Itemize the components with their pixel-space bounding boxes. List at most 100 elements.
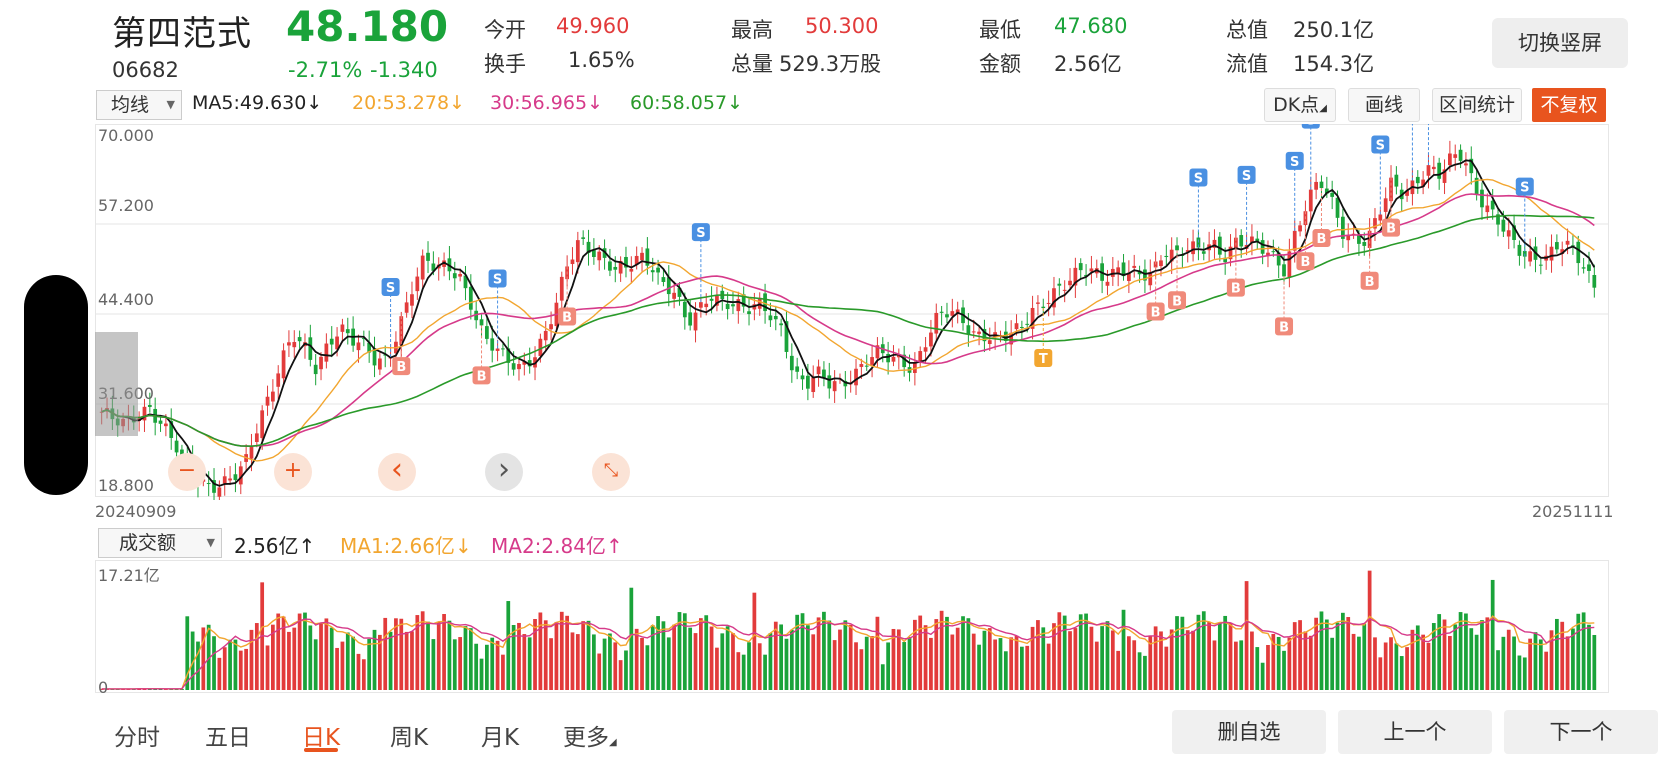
- candle-body: [340, 324, 345, 332]
- volume-chart[interactable]: [95, 560, 1609, 696]
- pan-left-button[interactable]: ‹: [378, 453, 416, 491]
- volume-bar: [361, 659, 366, 690]
- volume-bar: [1442, 619, 1447, 690]
- volume-indicator-dropdown[interactable]: 成交额 ▼: [98, 528, 222, 558]
- volume-bar: [1292, 622, 1297, 690]
- candle-body: [618, 260, 623, 274]
- volume-bar: [324, 618, 329, 690]
- range-stats-button[interactable]: 区间统计: [1432, 88, 1522, 122]
- ma5-line: [101, 159, 1596, 487]
- chevron-down-icon: ▼: [166, 98, 175, 111]
- tab-monthly-k[interactable]: 月K: [481, 725, 520, 751]
- candle-body: [789, 355, 794, 371]
- zoom-in-button[interactable]: +: [274, 453, 312, 491]
- volume-bar: [238, 650, 243, 690]
- volume-bar: [1255, 647, 1260, 690]
- candle-body: [142, 406, 147, 421]
- volume-bar: [1512, 636, 1516, 690]
- volume-bar: [340, 641, 345, 690]
- volume-bar: [592, 634, 596, 690]
- price-tick-5: 18.800: [98, 476, 154, 495]
- volume-bar: [356, 653, 361, 690]
- tab-more[interactable]: 更多◢: [563, 725, 617, 751]
- volume-bar: [1239, 640, 1244, 690]
- volume-bar: [1506, 629, 1511, 690]
- switch-portrait-button[interactable]: 切换竖屏: [1492, 18, 1628, 68]
- tab-weekly-k[interactable]: 周K: [390, 725, 429, 751]
- volume-bar: [1533, 632, 1538, 690]
- volume-bar: [501, 654, 505, 690]
- signal-marker-b: [472, 366, 491, 385]
- volume-bar: [875, 616, 880, 690]
- candle-body: [1549, 246, 1554, 261]
- signal-label: S: [1306, 124, 1315, 129]
- volume-bar: [1469, 628, 1474, 690]
- pan-right-button[interactable]: ›: [485, 453, 523, 491]
- remove-watchlist-button[interactable]: 删自选: [1172, 710, 1326, 754]
- candle-body: [1020, 326, 1024, 328]
- candle-body: [1057, 283, 1062, 286]
- volume-bar: [955, 627, 960, 690]
- collapse-button[interactable]: ⤡: [592, 453, 630, 491]
- volume-bar: [629, 587, 634, 690]
- volume-bar: [891, 628, 896, 690]
- signal-label: B: [396, 360, 406, 375]
- candle-body: [1025, 323, 1030, 325]
- volume-bar: [303, 612, 307, 690]
- signal-label: B: [1317, 232, 1327, 247]
- signal-marker-b: [1360, 271, 1379, 290]
- volume-bar: [1308, 635, 1313, 690]
- turnover-value: 1.65%: [568, 48, 635, 72]
- volume-bar: [565, 615, 569, 690]
- volume-bar: [1036, 620, 1040, 690]
- candle-body: [238, 466, 243, 485]
- candle-body: [693, 312, 698, 331]
- candlestick-chart[interactable]: SSSSSSSSSSSBBBTBBBBBBBB: [95, 124, 1609, 500]
- tab-five-day[interactable]: 五日: [205, 725, 251, 751]
- high-label: 最高: [731, 18, 773, 42]
- volume-bar: [292, 627, 297, 690]
- price-tick-1: 70.000: [98, 126, 154, 145]
- candle-body: [420, 255, 425, 280]
- candle-body: [1458, 149, 1463, 161]
- volume-bar: [1180, 616, 1185, 690]
- volume-bar: [388, 631, 393, 690]
- volume-bar: [1003, 651, 1008, 690]
- candle-body: [1201, 251, 1206, 254]
- volume-bar: [1185, 630, 1190, 690]
- candle-body: [1405, 190, 1409, 196]
- previous-stock-button[interactable]: 上一个: [1338, 710, 1492, 754]
- candle-body: [1426, 165, 1431, 176]
- draw-line-button[interactable]: 画线: [1348, 88, 1420, 122]
- ma60-value: 60:58.057↓: [630, 92, 743, 114]
- candle-body: [1587, 264, 1591, 271]
- volume-bar: [1581, 612, 1586, 690]
- volume-bar: [1116, 650, 1121, 690]
- tab-daily-k[interactable]: 日K: [302, 725, 341, 751]
- no-adjust-button[interactable]: 不复权: [1532, 88, 1606, 122]
- volume-axis-min: 0: [98, 678, 109, 697]
- tab-intraday[interactable]: 分时: [114, 725, 160, 751]
- signal-marker-b: [1312, 229, 1331, 248]
- candle-body: [228, 478, 232, 481]
- volume-bar: [1234, 641, 1238, 690]
- candle-body: [1169, 249, 1174, 262]
- candle-body: [1282, 264, 1286, 277]
- dk-point-button[interactable]: DK点◢: [1264, 88, 1336, 122]
- volume-bar: [1094, 641, 1099, 690]
- volume-bar: [1592, 634, 1597, 690]
- signal-label: S: [1290, 155, 1299, 170]
- volume-bar: [506, 601, 511, 690]
- indicator-dropdown[interactable]: 均线 ▼: [96, 90, 182, 120]
- volume-bar: [773, 621, 778, 690]
- volume-bar: [704, 615, 709, 690]
- ma30-value: 30:56.965↓: [490, 92, 603, 114]
- next-stock-button[interactable]: 下一个: [1504, 710, 1658, 754]
- candle-body: [1127, 272, 1131, 281]
- volume-bar: [1410, 629, 1415, 690]
- zoom-out-button[interactable]: −: [168, 453, 206, 491]
- candle-body: [1517, 244, 1522, 256]
- candle-body: [292, 342, 297, 348]
- selection-highlight[interactable]: [95, 332, 138, 436]
- volume-bar: [1025, 645, 1030, 690]
